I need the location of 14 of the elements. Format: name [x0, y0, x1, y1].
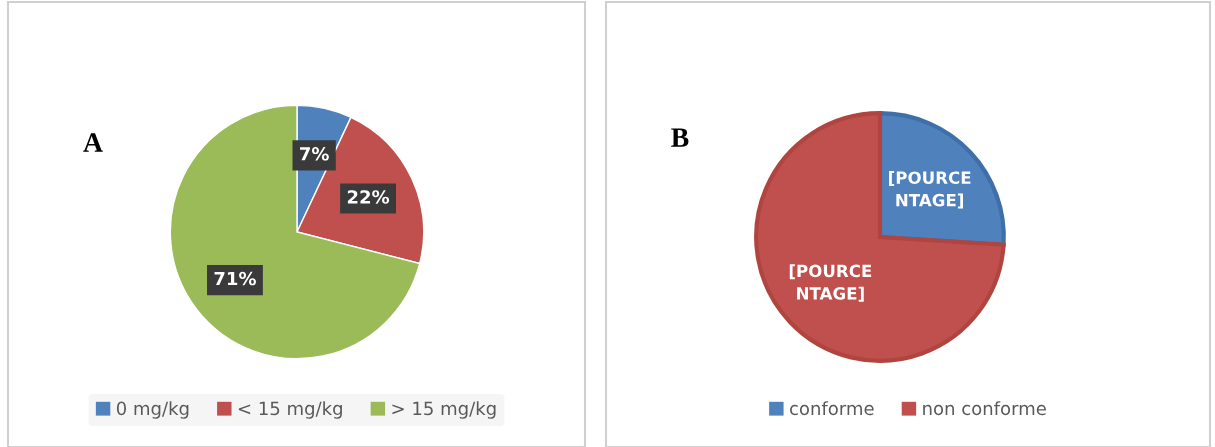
data-label: [POURCE NTAGE] — [789, 264, 872, 302]
text: A — [83, 133, 103, 152]
text: B — [671, 128, 689, 147]
data-label: 71% — [214, 271, 256, 286]
legend-label: 0 mg/kg — [116, 401, 189, 419]
legend-label: conforme — [789, 401, 874, 416]
pie-slice — [754, 111, 1006, 363]
legend-label: non conforme — [923, 401, 1046, 416]
data-label: 7% — [300, 146, 329, 161]
pie-slice — [169, 104, 421, 360]
data-label: [POURCE NTAGE] — [889, 171, 971, 209]
legend-label: < 15 mg/kg — [238, 401, 342, 419]
legend-label: > 15 mg/kg — [392, 401, 496, 419]
data-label: 22% — [347, 190, 390, 204]
